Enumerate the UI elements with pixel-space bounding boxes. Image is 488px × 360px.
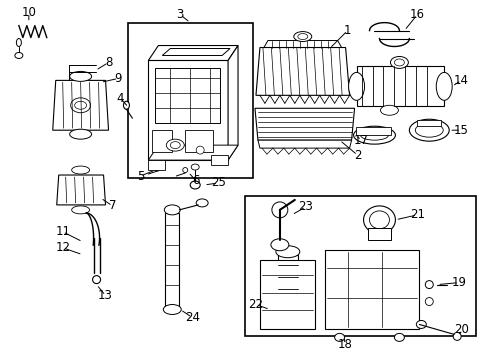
Ellipse shape [369, 211, 388, 229]
Ellipse shape [389, 57, 407, 68]
Bar [244, 196, 475, 336]
Text: 10: 10 [21, 6, 36, 19]
Ellipse shape [164, 205, 180, 215]
Text: 18: 18 [337, 338, 351, 351]
Text: 20: 20 [453, 323, 468, 336]
Polygon shape [258, 140, 351, 148]
Ellipse shape [69, 71, 91, 81]
Ellipse shape [69, 129, 91, 139]
Ellipse shape [363, 206, 395, 234]
Polygon shape [227, 45, 238, 160]
Bar [152, 130, 172, 152]
Ellipse shape [15, 53, 23, 58]
Ellipse shape [278, 305, 296, 315]
Ellipse shape [72, 206, 89, 214]
Ellipse shape [71, 98, 90, 113]
Polygon shape [148, 160, 165, 170]
Ellipse shape [425, 298, 432, 306]
Ellipse shape [360, 130, 387, 140]
Text: 14: 14 [453, 74, 468, 87]
Bar [155, 68, 220, 123]
Text: 6: 6 [192, 175, 200, 188]
Text: 3: 3 [176, 8, 183, 21]
Ellipse shape [183, 167, 187, 172]
Polygon shape [162, 49, 229, 55]
Text: 15: 15 [453, 124, 468, 137]
Text: 1: 1 [343, 24, 351, 37]
Text: 5: 5 [137, 170, 144, 183]
Polygon shape [260, 260, 314, 329]
Ellipse shape [17, 39, 21, 46]
Text: 24: 24 [184, 311, 199, 324]
Ellipse shape [394, 59, 404, 66]
Bar [128, 23, 252, 178]
Ellipse shape [414, 123, 442, 137]
Text: 8: 8 [104, 56, 112, 69]
Polygon shape [148, 45, 238, 60]
Bar [165, 213, 179, 307]
Ellipse shape [435, 72, 451, 100]
Text: 13: 13 [98, 289, 113, 302]
Polygon shape [148, 60, 227, 160]
Text: 12: 12 [55, 241, 70, 254]
Polygon shape [211, 155, 227, 165]
Ellipse shape [425, 280, 432, 289]
Bar [367, 228, 390, 240]
Ellipse shape [415, 320, 426, 328]
Text: 2: 2 [353, 149, 361, 162]
Ellipse shape [297, 33, 307, 40]
Ellipse shape [123, 101, 129, 109]
Text: 22: 22 [248, 298, 263, 311]
Bar [355, 127, 390, 135]
Polygon shape [148, 145, 238, 160]
Text: 17: 17 [353, 134, 368, 147]
Ellipse shape [170, 141, 180, 149]
Text: 25: 25 [210, 176, 225, 189]
Polygon shape [264, 41, 341, 48]
Polygon shape [324, 250, 419, 329]
Polygon shape [254, 108, 354, 140]
Ellipse shape [408, 119, 448, 141]
Text: 21: 21 [409, 208, 424, 221]
Text: 23: 23 [298, 201, 312, 213]
Ellipse shape [275, 246, 299, 258]
Polygon shape [53, 80, 108, 130]
Text: 7: 7 [108, 199, 116, 212]
Text: 19: 19 [451, 276, 466, 289]
Ellipse shape [353, 126, 395, 144]
Text: 4: 4 [117, 92, 124, 105]
Ellipse shape [196, 146, 203, 154]
Ellipse shape [452, 332, 460, 340]
Bar [356, 67, 443, 106]
Bar [416, 120, 440, 126]
Ellipse shape [92, 276, 101, 284]
Ellipse shape [271, 202, 287, 218]
Text: 9: 9 [115, 72, 122, 85]
Polygon shape [255, 48, 349, 95]
Ellipse shape [348, 72, 364, 100]
Text: 16: 16 [409, 8, 424, 21]
Ellipse shape [270, 239, 288, 251]
Ellipse shape [394, 333, 404, 341]
Ellipse shape [72, 166, 89, 174]
Polygon shape [57, 175, 105, 205]
Ellipse shape [166, 139, 184, 151]
Ellipse shape [293, 32, 311, 41]
Bar [277, 255, 297, 306]
Ellipse shape [75, 101, 86, 109]
Ellipse shape [380, 105, 398, 115]
Ellipse shape [163, 305, 181, 315]
Ellipse shape [190, 181, 200, 189]
Ellipse shape [191, 164, 199, 170]
Ellipse shape [334, 333, 344, 341]
Bar [185, 130, 213, 152]
Ellipse shape [154, 165, 160, 171]
Text: 11: 11 [55, 225, 70, 238]
Ellipse shape [273, 301, 301, 319]
Ellipse shape [196, 199, 208, 207]
